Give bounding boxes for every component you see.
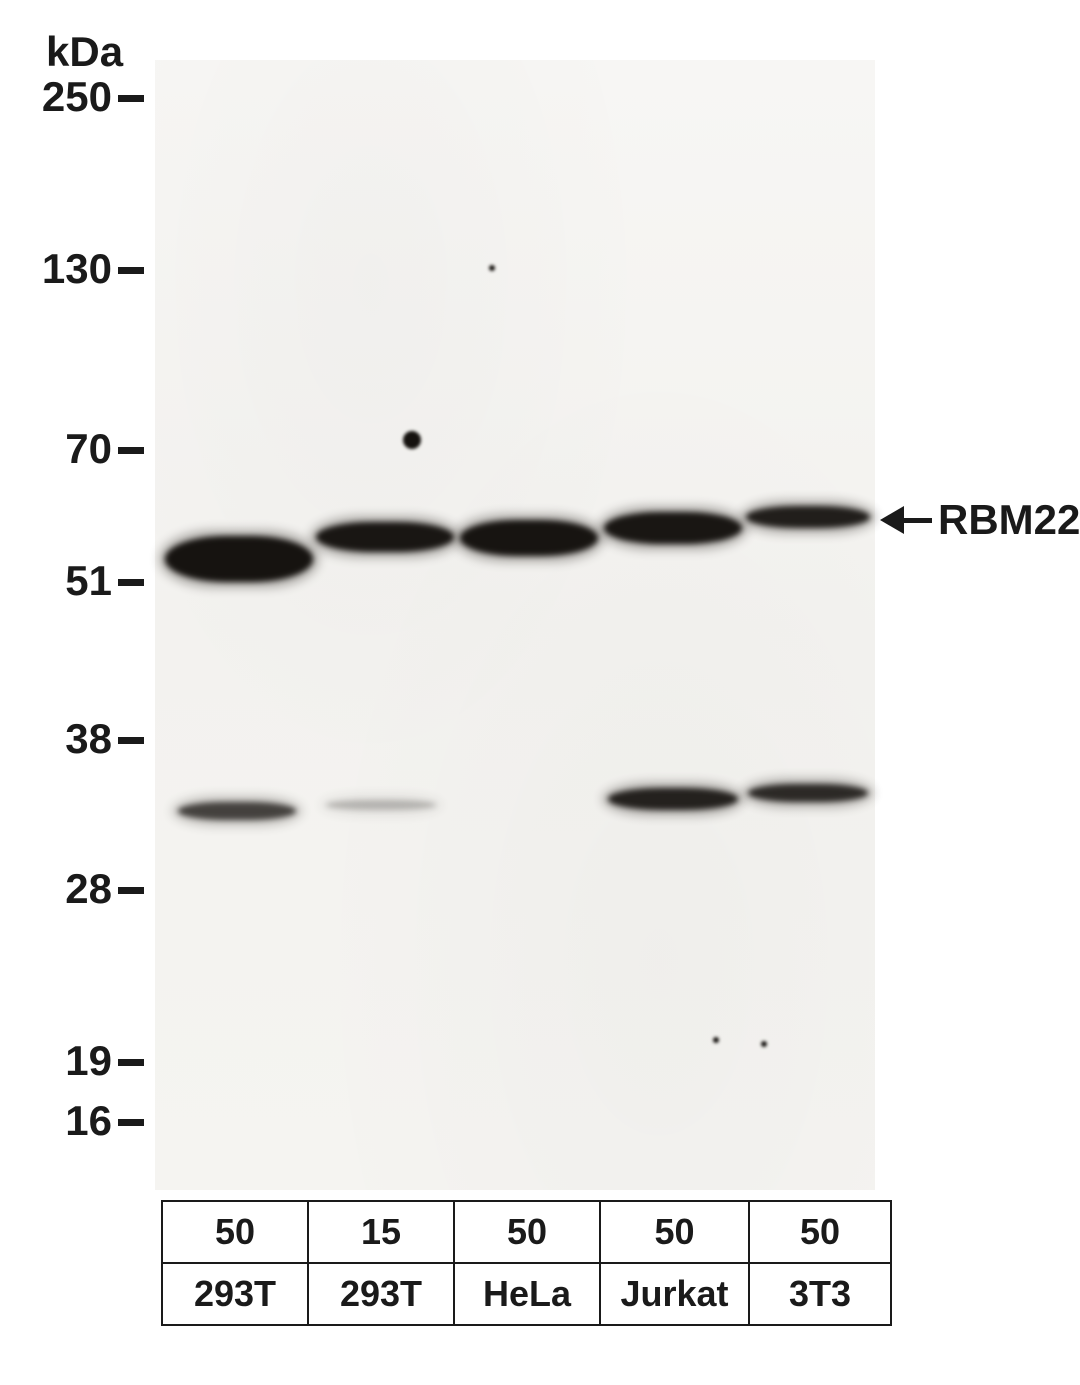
secondary-band	[748, 784, 868, 802]
mw-marker-28: 28	[12, 865, 112, 913]
lane-amount-row: 5015505050	[162, 1201, 891, 1263]
lane-amount-cell: 50	[600, 1201, 749, 1263]
kda-unit-label: kDa	[46, 28, 123, 76]
rbm22-band	[604, 512, 742, 544]
mw-marker-tick	[118, 447, 144, 454]
mw-marker-tick	[118, 579, 144, 586]
secondary-band	[326, 800, 436, 810]
mw-marker-tick	[118, 737, 144, 744]
mw-marker-tick	[118, 887, 144, 894]
secondary-band	[608, 788, 738, 810]
mw-marker-250: 250	[12, 73, 112, 121]
arrow-shaft	[904, 518, 932, 523]
lane-sample-cell: 293T	[308, 1263, 454, 1325]
lane-sample-cell: Jurkat	[600, 1263, 749, 1325]
lane-sample-cell: 293T	[162, 1263, 308, 1325]
mw-marker-130: 130	[12, 245, 112, 293]
rbm22-band	[746, 506, 870, 528]
blot-speck	[489, 265, 495, 271]
rbm22-band	[165, 536, 313, 582]
arrow-label-text: RBM22	[938, 496, 1080, 544]
lane-sample-cell: 3T3	[749, 1263, 891, 1325]
mw-marker-tick	[118, 267, 144, 274]
lane-amount-cell: 50	[749, 1201, 891, 1263]
blot-membrane	[155, 60, 875, 1190]
mw-marker-51: 51	[12, 557, 112, 605]
mw-marker-tick	[118, 95, 144, 102]
lane-info-table: 5015505050 293T293THeLaJurkat3T3	[161, 1200, 892, 1326]
blot-speck	[761, 1041, 767, 1047]
figure-container: kDa 250 130 70 51 38 28 19 16 RBM22 5015505050 …	[0, 0, 1080, 1385]
lane-sample-row: 293T293THeLaJurkat3T3	[162, 1263, 891, 1325]
lane-amount-cell: 50	[162, 1201, 308, 1263]
blot-speck	[713, 1037, 719, 1043]
mw-marker-tick	[118, 1059, 144, 1066]
rbm22-band	[316, 522, 454, 552]
blot-speck	[403, 431, 421, 449]
rbm22-arrow-annotation: RBM22	[880, 496, 1080, 544]
lane-sample-cell: HeLa	[454, 1263, 600, 1325]
lane-amount-cell: 50	[454, 1201, 600, 1263]
rbm22-band	[460, 520, 598, 556]
lane-amount-cell: 15	[308, 1201, 454, 1263]
mw-marker-16: 16	[12, 1097, 112, 1145]
secondary-band	[178, 802, 296, 820]
mw-marker-38: 38	[12, 715, 112, 763]
mw-marker-70: 70	[12, 425, 112, 473]
mw-marker-tick	[118, 1119, 144, 1126]
arrow-head-icon	[880, 506, 904, 534]
mw-marker-19: 19	[12, 1037, 112, 1085]
